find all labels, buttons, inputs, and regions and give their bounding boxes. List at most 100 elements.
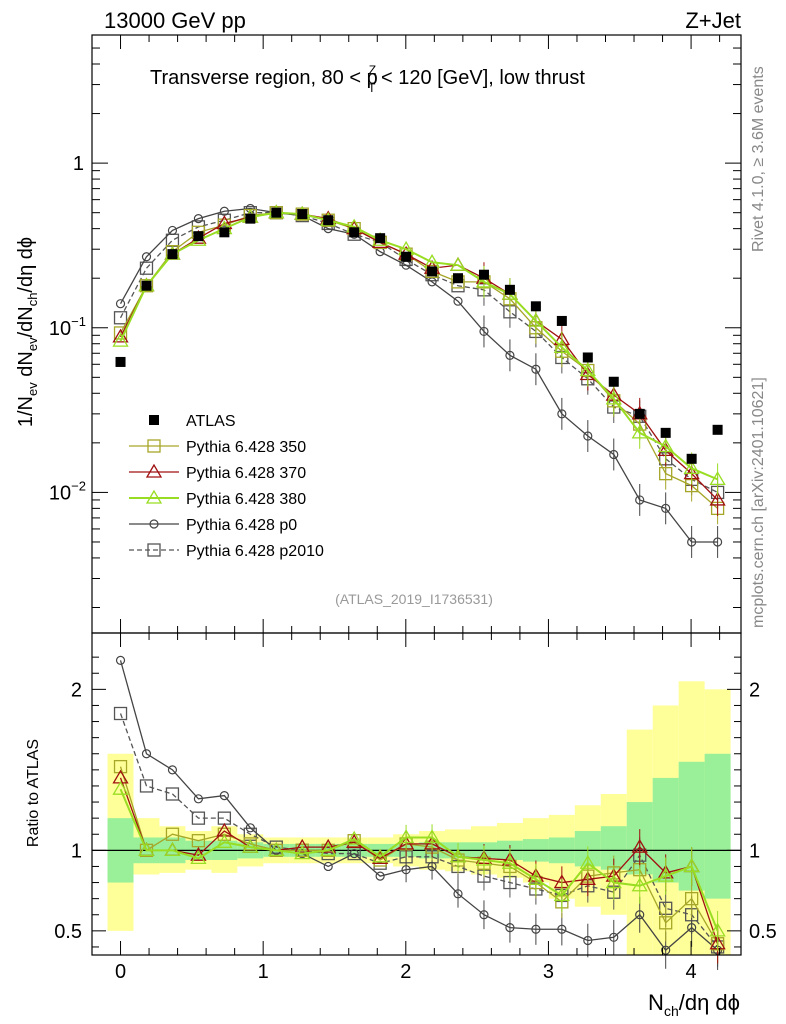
ratio-point-p350 [659,916,673,930]
ratio-point-p380 [268,842,285,856]
main-point-atlas [686,453,697,464]
ylabel-p2: dN [15,351,37,382]
ratio-point-p350 [165,827,180,841]
ratio-point-p380 [579,854,596,869]
main-point-atlas [504,284,515,295]
main-point-atlas [271,207,282,218]
main-point-p380 [657,438,674,453]
legend-marker-p0 [149,519,159,529]
ratio-point-p380 [294,845,311,860]
ratio-ylabel: Ratio to ATLAS [25,739,42,847]
main-point-atlas [219,227,230,238]
main-title-sup: Z [369,63,376,77]
ratio-point-p380 [371,848,389,863]
main-point-p380 [553,339,570,354]
ratio-point-p0 [583,935,593,946]
ratio-ytick-label-right: 2 [749,679,760,701]
ratio-point-p380 [553,887,570,902]
ratio-point-p380 [138,842,155,856]
ratio-xtick-label: 3 [543,961,554,983]
ratio-point-p0 [245,823,255,833]
ylabel-p0: 1/N [15,396,37,427]
ratio-point-p380 [709,922,726,937]
legend-marker-atlas [149,415,159,425]
main-point-atlas [245,213,256,224]
ratio-point-p0 [505,923,515,933]
main-point-atlas [401,251,412,262]
main-point-atlas [141,280,152,291]
main-point-p380 [605,390,622,405]
ratio-point-p0 [427,861,437,872]
ratio-point-p380 [501,854,519,869]
ratio-point-p0 [219,791,229,801]
ratio-xtick-label: 4 [686,961,697,983]
ratio-ytick-label-right: 0.5 [749,921,777,943]
legend: ATLAS Pythia 6.428 350 Pythia 6.428 370 Pyt… [129,413,324,560]
ratio-point-p380 [683,858,700,873]
legend-label-p350: Pythia 6.428 350 [186,439,306,456]
ratio-point-p0 [141,749,152,759]
ratio-point-p380 [423,829,441,844]
ratio-ytick-label: 0.5 [54,921,82,943]
ylabel-p4: /dN [15,306,37,337]
legend-marker-p2010 [147,543,161,557]
main-point-p370 [709,491,726,506]
main-point-p0 [245,203,255,214]
main-point-p0 [115,299,126,309]
legend-marker-p370 [145,463,163,478]
main-point-atlas [167,249,178,260]
ratio-point-p2010 [165,787,180,801]
ratio-point-p370 [294,838,311,853]
ratio-point-p350 [684,892,699,906]
main-point-p0 [609,449,619,460]
ratio-point-p370 [190,846,207,861]
main-point-p0 [583,431,593,441]
legend-marker-p380 [145,489,163,504]
main-point-p380 [579,362,596,377]
main-point-p0 [479,326,489,337]
ratio-point-p370 [579,871,596,885]
main-title-sub: T [368,81,376,95]
ratio-point-p380 [449,848,467,863]
legend-marker-p350 [147,439,161,453]
ratio-point-p0 [167,765,178,775]
ylabel-p5: ch [25,293,40,307]
main-ytick-label: 1 [73,153,84,175]
main-point-atlas [608,376,619,387]
ratio-point-p350 [113,759,128,774]
main-point-p380 [527,312,545,327]
main-point-p0 [635,495,645,505]
ratio-point-p380 [657,867,674,882]
ratio-point-p380 [190,850,207,865]
ratio-point-p370 [320,838,337,853]
ratio-point-p350 [191,834,206,848]
ratio-ytick-label-right: 1 [749,840,760,862]
main-point-p380 [631,424,648,439]
ratio-xtick-label: 2 [400,961,411,983]
ratio-point-p370 [371,850,389,865]
main-point-atlas [582,352,593,363]
main-point-atlas [660,427,671,438]
side-label-top: Rivet 4.1.0, ≥ 3.6M events [750,66,767,252]
main-point-p0 [531,364,541,374]
legend-label-p380: Pythia 6.428 380 [186,491,306,508]
main-ytick-label: 10−1 [49,314,86,340]
main-point-p0 [141,252,152,262]
main-ytick-label: 10−2 [49,478,86,504]
main-ytick-exp: −1 [71,314,86,329]
main-title-text: Transverse region, 80 < p [150,67,378,89]
main-point-p380 [683,460,700,475]
main-ytick-base: 10 [49,318,71,340]
ratio-line-p370 [119,777,719,944]
ratio-point-p0 [115,655,126,665]
ratio-point-p380 [216,834,233,848]
xlabel-sub: ch [664,1003,679,1019]
ylabel-p6: /dη dϕ [15,237,37,293]
main-point-p380 [475,273,493,288]
ratio-ytick-label: 1 [71,840,82,862]
ratio-point-p0 [401,865,411,875]
ylabel-p3: ev [25,337,40,351]
ratio-ytick-label: 2 [71,679,82,701]
header-left: 13000 GeV pp [104,8,246,33]
